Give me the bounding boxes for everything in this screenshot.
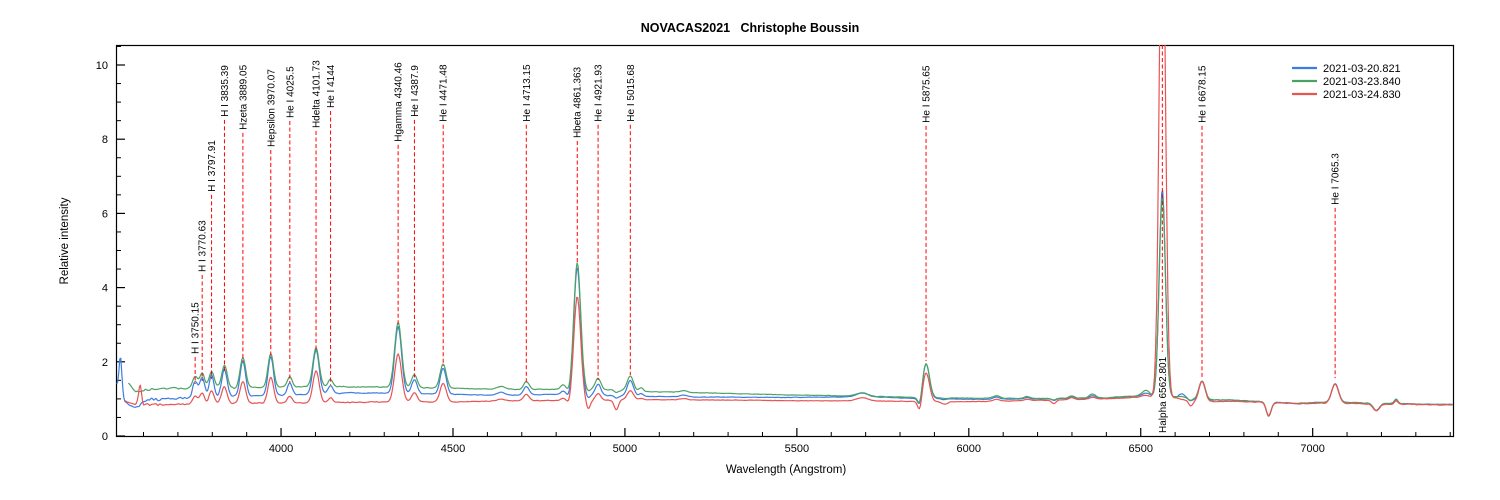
spectral-line-label: H I 3797.91	[207, 140, 218, 192]
x-tick-label: 4500	[441, 443, 465, 455]
spectral-line-label: Hepsilon 3970.07	[266, 69, 277, 147]
spectral-line-label: He I 4471.48	[439, 64, 450, 122]
x-tick-label: 7000	[1300, 443, 1324, 455]
y-tick-label: 0	[102, 431, 108, 443]
spectral-line-label: He I 6678.15	[1197, 65, 1208, 123]
chart-title: NOVACAS2021 Christophe Boussin	[641, 21, 860, 35]
legend: 2021-03-20.8212021-03-23.8402021-03-24.8…	[1292, 63, 1401, 101]
spectral-line-label: H I 3770.63	[198, 220, 209, 272]
x-tick-label: 6500	[1128, 443, 1152, 455]
spectral-line-label: He I 4144	[326, 64, 337, 108]
y-tick-label: 8	[102, 134, 108, 146]
y-tick-label: 4	[102, 283, 108, 295]
spectral-line-label: Hdelta 4101.73	[312, 60, 323, 128]
legend-item: 2021-03-24.830	[1292, 89, 1401, 101]
y-tick-label: 6	[102, 208, 108, 220]
legend-item: 2021-03-20.821	[1292, 63, 1401, 75]
spectral-line-label: H I 3835.39	[220, 65, 231, 117]
y-tick-label: 10	[96, 60, 108, 72]
spectra-curves	[116, 45, 1454, 417]
legend-label: 2021-03-23.840	[1323, 76, 1401, 88]
legend-label: 2021-03-24.830	[1323, 89, 1401, 101]
series-curve-2021-03-24.830	[124, 45, 1453, 416]
legend-label: 2021-03-20.821	[1323, 63, 1401, 75]
spectral-line-label: He I 7065.3	[1331, 153, 1342, 205]
x-axis-label: Wavelength (Angstrom)	[726, 464, 847, 476]
spectral-line-label: Halpha 6562.801	[1158, 356, 1169, 433]
series-curve-2021-03-20.821	[116, 190, 1453, 417]
spectral-line-label: He I 4921.93	[594, 64, 605, 122]
spectral-line-label: Hgamma 4340.46	[394, 62, 405, 142]
spectral-line-label: He I 5015.68	[626, 64, 637, 122]
x-tick-label: 5000	[613, 443, 637, 455]
spectral-line-label: He I 4713.15	[522, 64, 533, 122]
spectral-line-label: He I 4025.5	[285, 66, 296, 118]
x-tick-label: 4000	[269, 443, 293, 455]
spectral-line-label: He I 4387.9	[410, 65, 421, 117]
x-tick-label: 6000	[957, 443, 981, 455]
spectral-line-annotations: H I 3750.15 H I 3770.63 H I 3797.91 H I 383…	[191, 44, 1342, 433]
x-tick-label: 5500	[785, 443, 809, 455]
axes: 4000 4500 5000 5500 6000 6500 7000 0 2 4 6 8 10	[96, 44, 1455, 455]
y-tick-label: 2	[102, 357, 108, 369]
plot-border	[115, 44, 1455, 438]
legend-item: 2021-03-23.840	[1292, 76, 1401, 88]
spectral-line-label: Hbeta 4861.363	[573, 66, 584, 138]
series-curve-2021-03-23.840	[127, 196, 1454, 417]
spectral-line-label: He I 5875.65	[922, 65, 933, 123]
y-axis-label: Relative intensity	[59, 197, 71, 284]
spectral-line-label: H I 3750.15	[191, 302, 202, 354]
spectral-line-label: Hzeta 3889.05	[238, 64, 249, 129]
